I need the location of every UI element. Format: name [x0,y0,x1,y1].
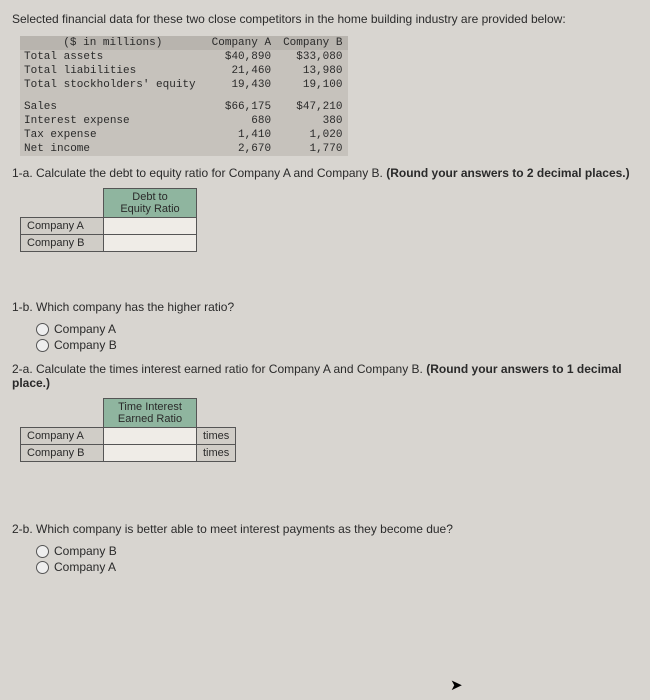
table-row: Net income 2,6701,770 [20,142,348,156]
radio-icon [36,545,49,558]
table-row: Sales $66,175$47,210 [20,100,348,114]
radio-option-company-a[interactable]: Company A [36,560,638,574]
q1b-text: 1-b. Which company has the higher ratio? [12,300,638,314]
q2a-row-label: Company A [21,428,104,445]
radio-option-company-a[interactable]: Company A [36,322,638,336]
q2b-options: Company B Company A [36,544,638,574]
financial-data-table: ($ in millions) Company A Company B Tota… [20,36,348,156]
q1a-answer-table: Debt to Equity Ratio Company A Company B [20,188,197,252]
q1a-input-a[interactable] [104,218,197,235]
table-row: Tax expense 1,4101,020 [20,128,348,142]
q2a-input-b[interactable] [104,445,197,462]
table-row: Interest expense 680380 [20,114,348,128]
q2a-text: 2-a. Calculate the times interest earned… [12,362,638,390]
table-row: Total stockholders' equity 19,43019,100 [20,78,348,92]
q1a-input-b[interactable] [104,235,197,252]
radio-icon [36,339,49,352]
q2b-text: 2-b. Which company is better able to mee… [12,522,638,536]
col-header-b: Company B [277,36,348,50]
q2a-answer-table: Time Interest Earned Ratio Company A tim… [20,398,236,462]
q2a-row-label: Company B [21,445,104,462]
q1a-text: 1-a. Calculate the debt to equity ratio … [12,166,638,180]
q1b-options: Company A Company B [36,322,638,352]
radio-icon [36,323,49,336]
table-row: Total assets $40,890$33,080 [20,50,348,64]
radio-option-company-b[interactable]: Company B [36,544,638,558]
q2a-unit: times [197,428,236,445]
q2a-input-a[interactable] [104,428,197,445]
q1a-row-label: Company B [21,235,104,252]
radio-option-company-b[interactable]: Company B [36,338,638,352]
radio-icon [36,561,49,574]
table-row: Total liabilities 21,46013,980 [20,64,348,78]
cursor-icon: ➤ [450,676,463,694]
corner-header: ($ in millions) [20,36,206,50]
q1a-header: Debt to Equity Ratio [104,189,197,218]
intro-text: Selected financial data for these two cl… [12,12,638,26]
q1a-row-label: Company A [21,218,104,235]
col-header-a: Company A [206,36,277,50]
q2a-header: Time Interest Earned Ratio [104,399,197,428]
q2a-unit: times [197,445,236,462]
